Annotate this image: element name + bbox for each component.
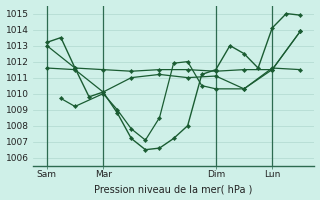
X-axis label: Pression niveau de la mer( hPa ): Pression niveau de la mer( hPa ) [94, 184, 253, 194]
